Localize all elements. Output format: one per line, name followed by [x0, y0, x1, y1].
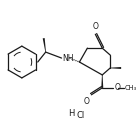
Polygon shape [101, 75, 103, 88]
Text: Cl: Cl [76, 111, 85, 120]
Text: H: H [68, 109, 74, 118]
Text: NH: NH [63, 54, 74, 63]
Text: O: O [92, 22, 98, 31]
Polygon shape [110, 67, 121, 69]
Polygon shape [43, 38, 46, 52]
Text: O: O [114, 83, 120, 92]
Text: CH₃: CH₃ [125, 85, 137, 91]
Text: O: O [83, 97, 89, 106]
